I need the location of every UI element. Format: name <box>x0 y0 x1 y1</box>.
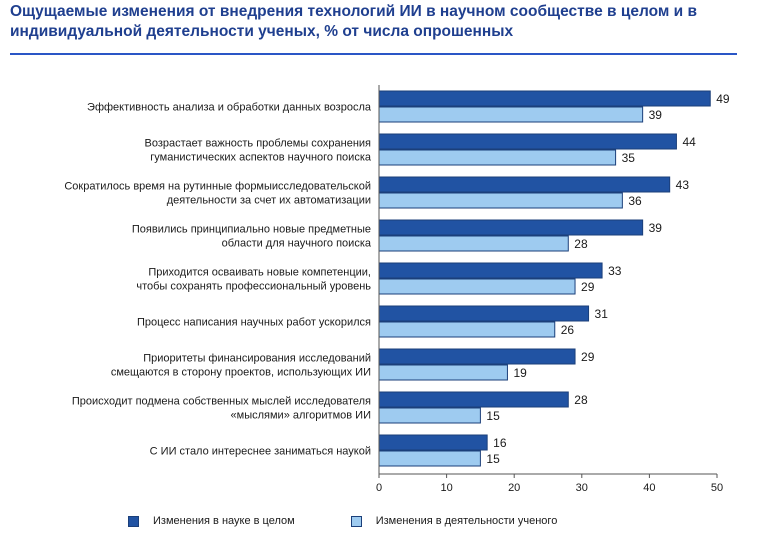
value-label: 28 <box>574 237 588 251</box>
bar-science-0 <box>378 90 711 107</box>
bar-scientist-4 <box>378 278 576 295</box>
category-label: гуманистических аспектов научного поиска <box>150 152 372 164</box>
value-label: 26 <box>561 323 575 337</box>
value-label: 31 <box>595 307 609 321</box>
value-label: 29 <box>581 350 595 364</box>
bar-scientist-5 <box>378 321 556 338</box>
bar-scientist-1 <box>378 149 617 166</box>
value-label: 16 <box>493 436 507 450</box>
category-label: «мыслями» алгоритмов ИИ <box>231 410 371 422</box>
bar-scientist-0 <box>378 106 644 123</box>
value-label: 15 <box>486 452 500 466</box>
x-tick-label: 50 <box>711 482 723 494</box>
value-label: 49 <box>716 92 730 106</box>
value-label: 29 <box>581 280 595 294</box>
bar-science-7 <box>378 391 569 408</box>
bar-science-8 <box>378 434 488 451</box>
value-label: 39 <box>649 221 663 235</box>
bar-science-2 <box>378 176 671 193</box>
category-label: деятельности за счет их автоматизации <box>167 195 371 207</box>
value-label: 35 <box>622 151 636 165</box>
value-label: 33 <box>608 264 622 278</box>
category-label: С ИИ стало интереснее заниматься наукой <box>150 446 371 458</box>
legend-item-science: Изменения в науке в целом <box>128 515 295 527</box>
category-label: Появились принципиально новые предметные <box>132 224 371 236</box>
category-label: Эффективность анализа и обработки данных… <box>87 102 372 114</box>
bar-scientist-3 <box>378 235 569 252</box>
value-label: 36 <box>628 194 642 208</box>
x-tick-label: 10 <box>440 482 452 494</box>
value-label: 43 <box>676 178 690 192</box>
category-label: чтобы сохранять профессиональный уровень <box>136 281 371 293</box>
legend-swatch-scientist <box>350 515 362 527</box>
category-label: Возрастает важность проблемы сохранения <box>145 138 372 150</box>
bar-scientist-8 <box>378 450 481 467</box>
x-tick-label: 40 <box>643 482 655 494</box>
value-label: 28 <box>574 393 588 407</box>
value-label: 15 <box>486 409 500 423</box>
value-label: 44 <box>682 135 696 149</box>
chart-legend: Изменения в науке в целом Изменения в де… <box>128 515 613 527</box>
bar-science-5 <box>378 305 590 322</box>
chart-title: Ощущаемые изменения от внедрения техноло… <box>10 3 698 40</box>
value-label: 19 <box>513 366 527 380</box>
category-label: области для научного поиска <box>222 238 372 250</box>
bar-science-4 <box>378 262 603 279</box>
bar-science-1 <box>378 133 677 150</box>
category-label: Происходит подмена собственных мыслей ис… <box>72 396 371 408</box>
bar-scientist-2 <box>378 192 623 209</box>
legend-item-scientist: Изменения в деятельности ученого <box>350 515 558 527</box>
legend-swatch-science <box>128 515 139 527</box>
bar-science-3 <box>378 219 644 236</box>
title-divider <box>10 53 737 55</box>
category-label: Приходится осваивать новые компетенции, <box>148 267 371 279</box>
category-label: смещаются в сторону проектов, использующ… <box>111 367 371 379</box>
bar-scientist-6 <box>378 364 508 381</box>
category-label: Процесс написания научных работ ускорилс… <box>137 317 371 329</box>
bar-scientist-7 <box>378 407 481 424</box>
legend-label-scientist: Изменения в деятельности ученого <box>375 515 558 527</box>
category-label: Приоритеты финансирования исследований <box>143 353 371 365</box>
x-tick-label: 30 <box>576 482 588 494</box>
x-tick-label: 20 <box>508 482 520 494</box>
bar-science-6 <box>378 348 576 365</box>
legend-label-science: Изменения в науке в целом <box>153 515 295 527</box>
category-label: Сократилось время на рутинные формыиссле… <box>64 181 371 193</box>
value-label: 39 <box>649 108 663 122</box>
x-tick-label: 0 <box>376 482 382 494</box>
